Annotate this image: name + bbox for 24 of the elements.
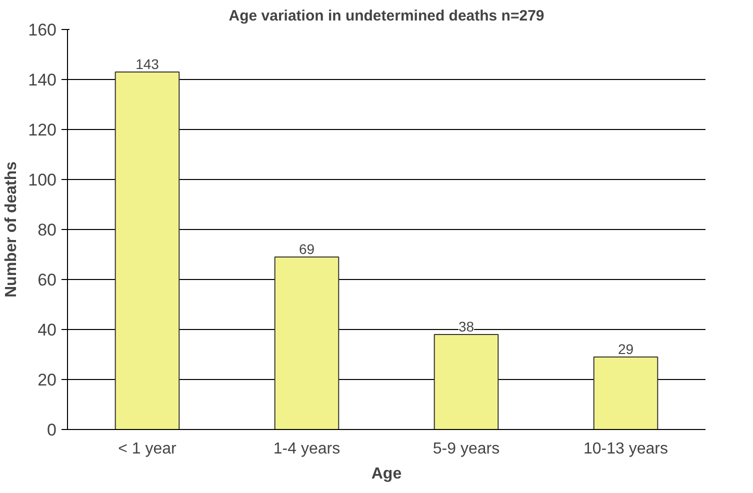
y-tick-label: 0: [47, 420, 57, 440]
bar: [434, 334, 499, 430]
x-tick-label: 1-4 years: [273, 440, 340, 458]
y-tick-label: 100: [28, 170, 57, 190]
y-tick-label: 60: [38, 270, 57, 290]
data-label: 38: [458, 318, 474, 334]
x-axis-title: Age: [371, 466, 402, 482]
data-label: 29: [618, 341, 634, 357]
chart-title: Age variation in undetermined deaths n=279: [228, 8, 544, 24]
y-tick-label: 20: [38, 370, 57, 390]
bar: [274, 256, 340, 430]
x-tick-label: < 1 year: [118, 440, 178, 458]
y-tick-label: 80: [38, 220, 57, 240]
x-tick-label: 5-9 years: [432, 440, 500, 458]
y-tick-label: 160: [28, 20, 57, 40]
x-tick-label: 10-13 years: [584, 440, 668, 458]
data-label: 143: [136, 56, 160, 72]
y-tick-label: 40: [38, 320, 57, 340]
data-label: 69: [298, 241, 315, 257]
y-axis-title: Number of deaths: [3, 161, 20, 298]
bar: [593, 356, 658, 430]
y-tick-label: 120: [28, 120, 57, 140]
bar: [114, 72, 180, 430]
y-tick-label: 140: [28, 70, 57, 90]
